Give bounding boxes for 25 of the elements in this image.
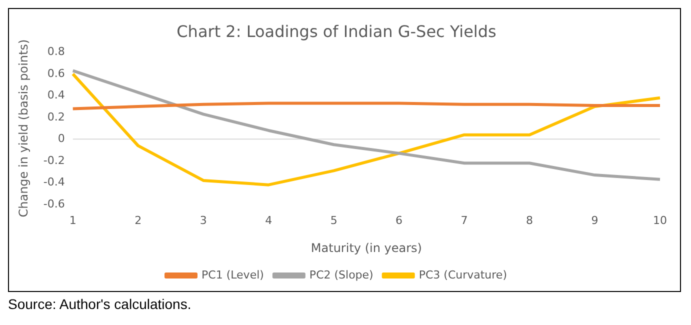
y-tick-label: -0.2 xyxy=(43,154,65,167)
x-tick-label: 7 xyxy=(460,214,468,227)
y-axis-title: Change in yield (basis points) xyxy=(16,39,30,218)
y-tick-label: 0 xyxy=(58,132,65,146)
x-tick-label: 10 xyxy=(653,214,667,227)
legend-label: PC2 (Slope) xyxy=(309,268,374,282)
legend-label: PC1 (Level) xyxy=(202,268,264,282)
source-note: Source: Author's calculations. xyxy=(8,296,192,312)
chart-title: Chart 2: Loadings of Indian G-Sec Yields xyxy=(176,22,496,41)
x-tick-label: 4 xyxy=(265,214,272,227)
x-tick-label: 6 xyxy=(396,214,403,227)
x-axis-title: Maturity (in years) xyxy=(310,240,422,255)
x-tick-label: 1 xyxy=(69,214,76,227)
x-tick-label: 5 xyxy=(330,214,338,227)
x-tick-label: 3 xyxy=(200,214,207,227)
y-tick-label: -0.4 xyxy=(43,176,65,189)
x-tick-label: 9 xyxy=(591,214,598,227)
y-tick-label: -0.6 xyxy=(43,197,65,210)
x-tick-label: 2 xyxy=(134,214,142,227)
y-tick-label: 0.6 xyxy=(47,66,65,80)
y-tick-label: 0.4 xyxy=(47,88,65,102)
x-tick-label: 8 xyxy=(526,214,534,227)
y-tick-label: 0.2 xyxy=(47,110,65,124)
legend-label: PC3 (Curvature) xyxy=(418,268,507,282)
y-tick-label: 0.8 xyxy=(47,45,65,58)
